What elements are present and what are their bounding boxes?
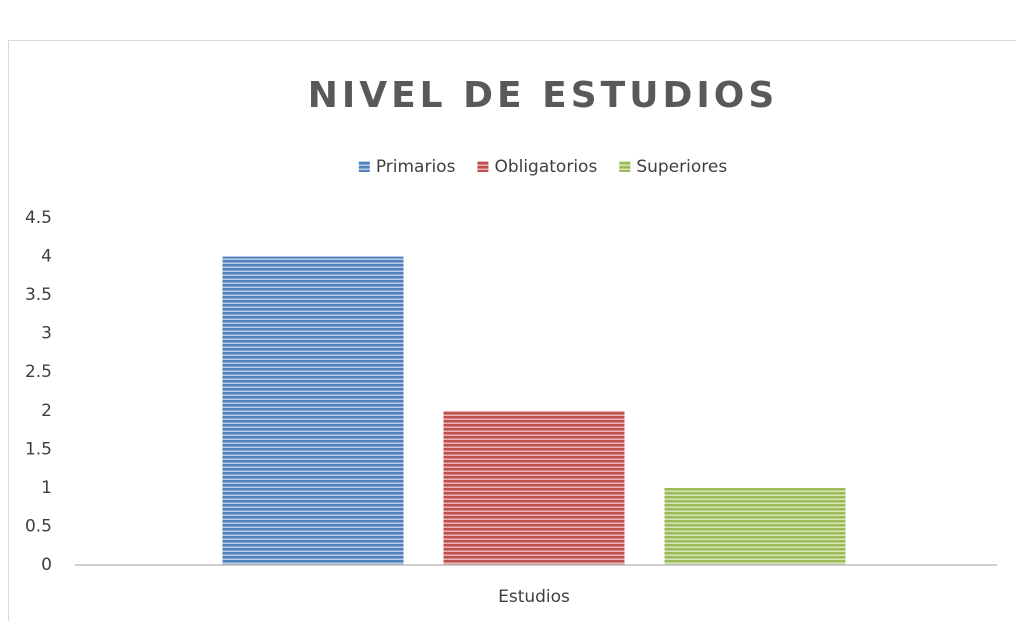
legend-swatch [477, 161, 489, 172]
legend-item: Superiores [619, 157, 727, 177]
y-tick-label: 0.5 [25, 516, 52, 536]
y-tick-label: 4.5 [25, 208, 52, 228]
legend-swatch [619, 161, 631, 172]
legend-item: Primarios [358, 157, 456, 177]
x-tick-label: Estudios [498, 587, 570, 607]
y-tick-label: 1 [41, 478, 52, 498]
legend-label: Superiores [636, 157, 727, 177]
chart-title: NIVEL DE ESTUDIOS [308, 75, 779, 116]
bar [222, 256, 404, 565]
y-tick-label: 2 [41, 401, 52, 421]
bar [664, 487, 846, 565]
legend-swatch [358, 161, 370, 172]
y-tick-label: 0 [41, 555, 52, 575]
y-tick-label: 4 [41, 247, 52, 267]
y-tick-label: 2.5 [25, 362, 52, 382]
y-tick-label: 3 [41, 324, 52, 344]
legend-label: Primarios [376, 157, 456, 177]
legend-label: Obligatorios [494, 157, 597, 177]
bar [443, 410, 625, 565]
y-tick-label: 3.5 [25, 285, 52, 305]
y-tick-label: 1.5 [25, 439, 52, 459]
legend-item: Obligatorios [477, 157, 597, 177]
